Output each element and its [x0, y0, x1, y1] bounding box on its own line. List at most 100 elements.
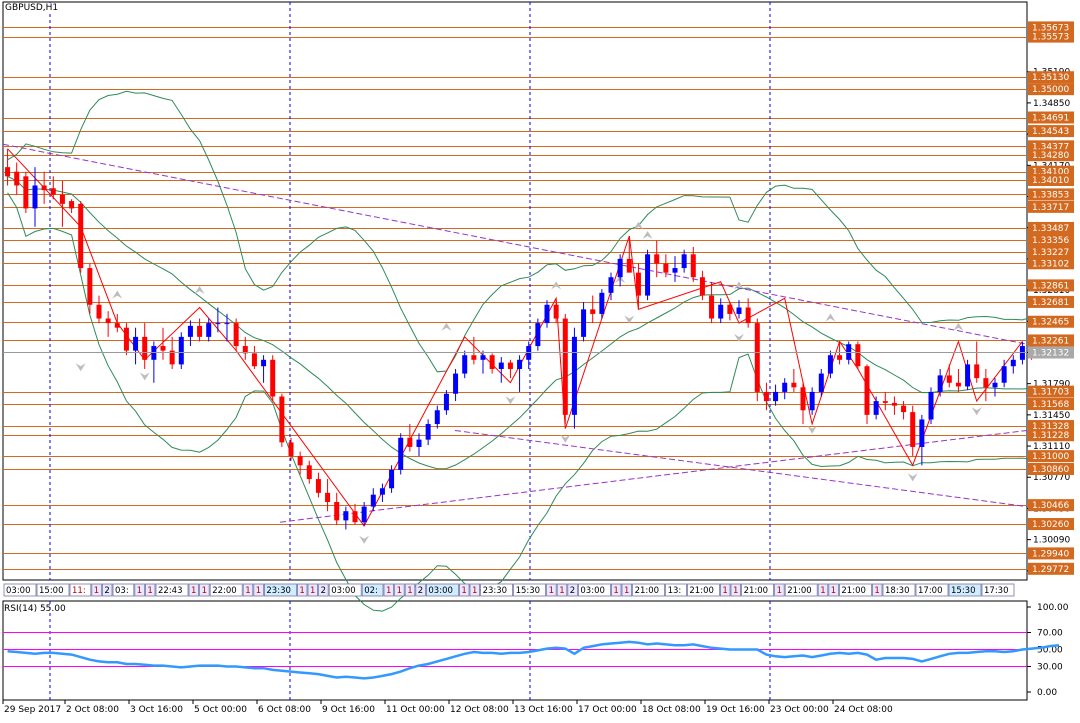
candle-body — [937, 375, 943, 392]
session-marker-label: 1 — [137, 586, 142, 596]
candle-body — [197, 325, 203, 337]
candle-body — [178, 336, 184, 365]
level-price-label: 1.32681 — [1032, 298, 1069, 308]
session-marker — [242, 583, 254, 597]
fractal-up-arrow — [825, 313, 836, 322]
candle-body — [434, 410, 440, 425]
candle-body — [901, 405, 907, 413]
session-marker-label: 21:00 — [841, 586, 866, 596]
candle-body — [608, 277, 614, 293]
candle-body — [590, 309, 596, 314]
session-marker-label: 15:30 — [516, 586, 541, 596]
candle-body — [78, 203, 84, 269]
level-price-label: 1.33717 — [1032, 203, 1069, 213]
time-axis-label: 5 Oct 00:00 — [194, 705, 247, 715]
candle-body — [864, 366, 870, 415]
session-marker — [741, 583, 774, 597]
fractal-up-arrow — [642, 230, 653, 239]
session-marker — [611, 583, 622, 597]
rsi-tick-label: 70.00 — [1037, 629, 1063, 639]
session-marker — [102, 583, 113, 597]
session-marker — [458, 583, 470, 597]
level-price-label: 1.34100 — [1032, 168, 1069, 178]
session-marker — [621, 583, 633, 597]
candle-body — [562, 318, 568, 415]
level-price-label: 1.31000 — [1032, 452, 1069, 462]
session-marker — [36, 583, 70, 597]
level-price-box — [1028, 221, 1074, 234]
envelope-lower-line — [7, 192, 1032, 612]
level-price-label: 1.30260 — [1032, 520, 1069, 530]
candle-body — [160, 346, 166, 351]
envelope-upper-line — [7, 90, 1032, 373]
session-marker-label: 23:30 — [266, 586, 291, 596]
envelope-middle-line — [7, 175, 1032, 470]
candle-body — [635, 272, 641, 296]
fractal-down-arrow — [807, 425, 818, 434]
session-marker-label: 1 — [310, 586, 315, 596]
session-marker-label: 1 — [733, 586, 738, 596]
session-marker-label: 13: — [668, 586, 682, 596]
candle-body — [416, 439, 422, 447]
candle-body — [206, 323, 212, 337]
session-marker-label: 03:00 — [428, 586, 453, 596]
candle-body — [599, 292, 605, 314]
session-marker — [948, 583, 982, 597]
session-marker — [774, 583, 785, 597]
level-price-box — [1028, 334, 1074, 347]
session-marker — [361, 583, 384, 597]
session-marker-label: 21:00 — [787, 586, 812, 596]
candle-body — [23, 176, 29, 209]
level-price-box — [1028, 245, 1074, 258]
fractal-down-arrow — [734, 333, 744, 342]
rsi-tick-label: 30.00 — [1037, 663, 1063, 673]
session-marker — [307, 583, 319, 597]
session-marker-label: 22:00 — [212, 586, 237, 596]
session-marker-label: 1 — [386, 586, 391, 596]
candle-body — [663, 263, 669, 273]
candle-body — [974, 364, 980, 379]
session-marker-label: 21:00 — [635, 586, 660, 596]
price-tick-label: 1.31790 — [1033, 380, 1070, 390]
candle-body — [553, 304, 559, 319]
candle-body — [50, 188, 56, 195]
candle-body — [361, 506, 367, 523]
candle-body — [736, 307, 742, 314]
candle-body — [306, 465, 312, 480]
level-price-label: 1.30466 — [1032, 501, 1069, 511]
trendline-lower — [454, 429, 1028, 508]
level-price-label: 1.31568 — [1032, 400, 1069, 410]
session-marker-label: 2 — [418, 586, 423, 596]
session-marker — [415, 583, 426, 597]
candle-body — [535, 323, 541, 347]
fractal-down-arrow — [75, 363, 86, 372]
session-marker — [328, 583, 362, 597]
level-price-box — [1028, 295, 1074, 308]
candle-body — [827, 355, 833, 374]
candle-body — [96, 304, 102, 319]
session-marker-label: 15:00 — [39, 586, 64, 596]
candle-body — [343, 511, 349, 521]
fractal-up-arrow — [194, 286, 205, 294]
level-price-label: 1.30860 — [1032, 465, 1069, 475]
session-marker-label: 18:30 — [885, 586, 910, 596]
price-tick-label: 1.30770 — [1033, 473, 1070, 483]
session-marker-label: 21:00 — [744, 586, 769, 596]
candle-body — [983, 378, 989, 388]
candle-body — [297, 456, 303, 466]
level-price-label: 1.32261 — [1032, 336, 1069, 346]
fractal-down-arrow — [624, 315, 635, 324]
trendline-resistance — [2, 143, 1028, 345]
session-marker — [394, 583, 405, 597]
session-marker-label: 1 — [299, 586, 304, 596]
candle-body — [288, 442, 294, 457]
session-marker-label: 1 — [397, 586, 402, 596]
candle-body — [699, 277, 705, 296]
candle-body — [773, 391, 779, 402]
session-marker — [981, 583, 1015, 597]
candle-body — [818, 373, 824, 392]
time-axis-label: 29 Sep 2017 — [4, 705, 61, 715]
session-marker — [296, 583, 308, 597]
